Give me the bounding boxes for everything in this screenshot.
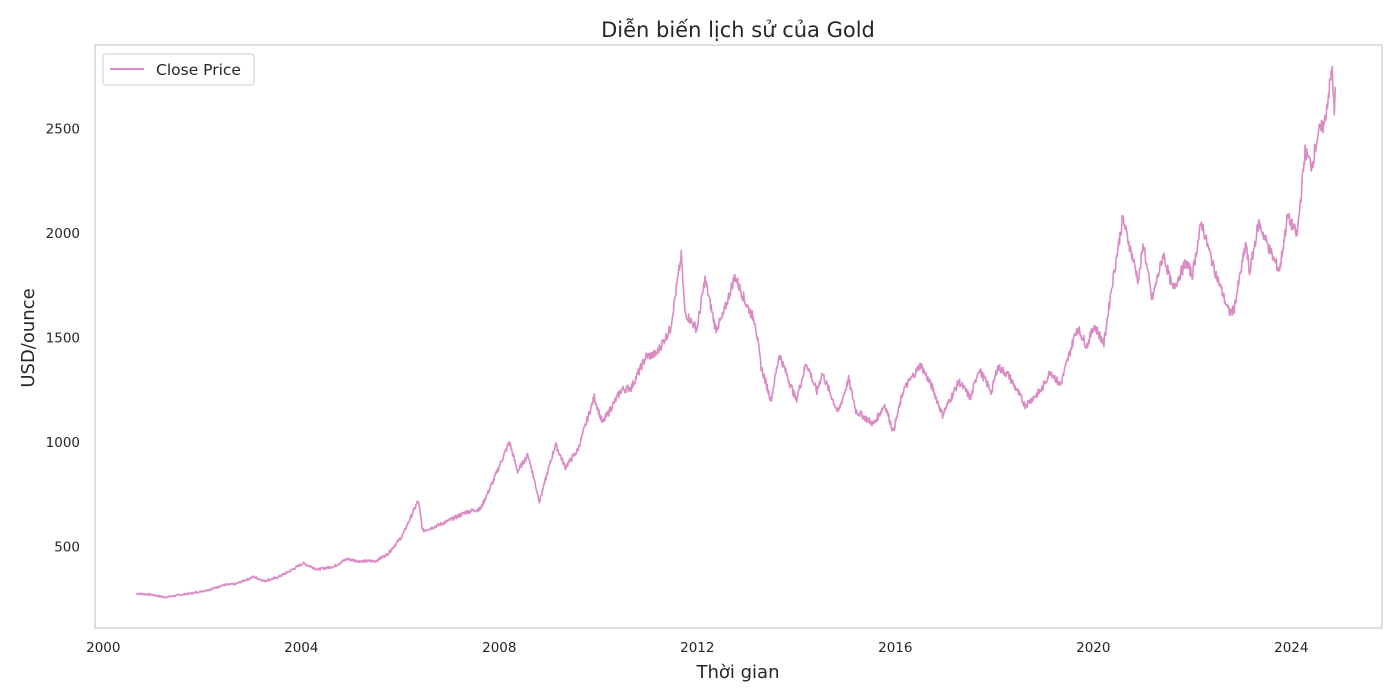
series-line-close-price [135, 65, 1337, 599]
x-tick-label: 2020 [1076, 640, 1110, 656]
legend: Close Price [102, 53, 255, 86]
x-tick-label: 2004 [284, 640, 318, 656]
y-tick-label: 1500 [46, 331, 80, 347]
x-tick-label: 2012 [680, 640, 714, 656]
legend-box [102, 53, 255, 86]
y-tick-labels: 500 1000 1500 2000 2500 [46, 122, 80, 556]
y-tick-label: 500 [54, 540, 80, 556]
y-tick-label: 1000 [46, 435, 80, 451]
x-tick-label: 2016 [878, 640, 912, 656]
plot-frame [94, 44, 1383, 629]
series-layer [135, 65, 1337, 599]
legend-label-close-price: Close Price [156, 61, 241, 79]
x-tick-label: 2008 [482, 640, 516, 656]
x-axis-label: Thời gian [695, 662, 779, 683]
y-axis-label: USD/ounce [18, 288, 39, 387]
x-tick-label: 2000 [86, 640, 120, 656]
chart-title: Diễn biến lịch sử của Gold [601, 17, 875, 42]
y-tick-label: 2500 [46, 122, 80, 138]
x-tick-labels: 2000 2004 2008 2012 2016 2020 2024 [86, 640, 1308, 656]
y-tick-label: 2000 [46, 226, 80, 242]
x-tick-label: 2024 [1274, 640, 1308, 656]
